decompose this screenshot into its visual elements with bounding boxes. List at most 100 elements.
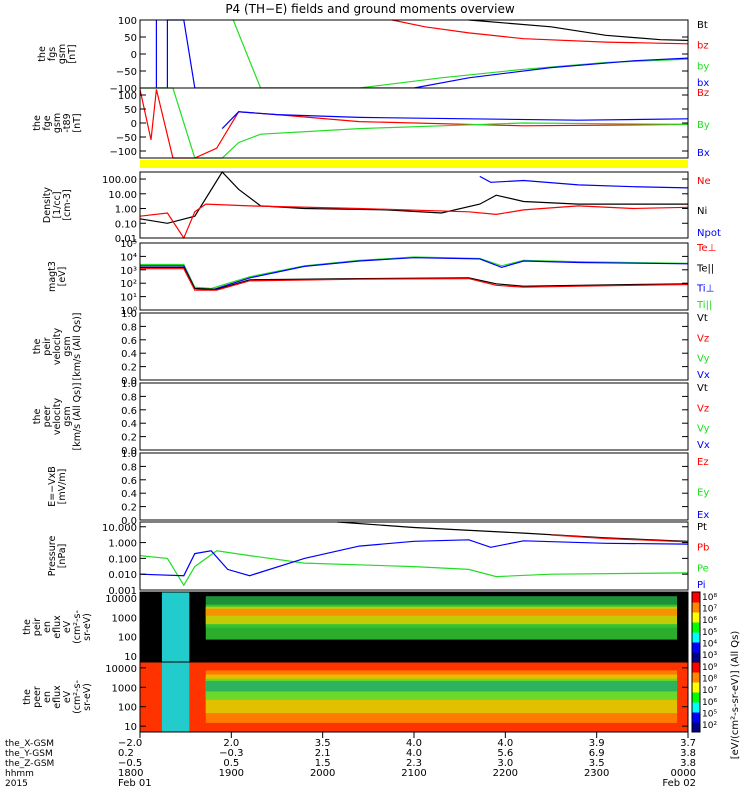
legend-entry: Vt [697,383,708,394]
y-tick-label: 0.6 [121,406,137,417]
colorbar-segment [692,682,700,693]
y-axis-label-line: sr-eV) [82,683,93,711]
colorbar-tick-label: 10⁸ [702,675,717,685]
y-axis-label-line: gsm [62,406,73,426]
panel-frame [139,242,689,311]
colorbar-tick-label: 10⁵ [702,628,717,638]
colorbar-tick-label: 10⁹ [702,663,717,673]
panel-bfge: 100 50 0 −50 −100 the fge gsm -t89 [nT] Bz By Bx [32,87,710,159]
y-tick-label: 0.2 [121,503,137,514]
y-axis-label-line: sr-eV) [82,613,93,641]
y-axis-label-line: [nT] [72,113,83,132]
legend-entry: Pi [697,580,706,591]
legend-entry: Ex [697,510,709,521]
series-line-black [468,19,689,41]
plot-area [140,453,688,520]
x-axis-value: 1900 [219,768,244,779]
colorbar-tick-label: 10³ [702,651,717,661]
legend-entry: Vt [697,313,708,324]
heatmap-band [205,680,678,692]
colorbar-segment [692,702,700,713]
y-tick-label: 0.0 [121,516,137,527]
x-axis-value: 2.0 [223,738,239,749]
x-axis-value: 4.0 [406,748,422,759]
y-axis-label-line: gsm [57,44,68,64]
y-tick-label: 0.4 [121,489,137,500]
legend-entry: Ez [697,457,709,468]
y-axis-label-line: eV [62,620,73,633]
y-axis-label-line: the [32,409,43,425]
x-axis-value: Feb 02 [662,778,696,789]
y-tick-label: 1.0 [121,449,137,460]
colorbar-tick-label: 10⁷ [702,686,717,696]
figure-title: P4 (TH−E) fields and ground moments over… [225,2,515,16]
series-line-red [391,19,689,45]
y-tick-label: 10⁰ [120,306,137,317]
x-axis-row-label: 2015 [5,779,28,789]
legend-entry: Ti|| [696,300,712,311]
legend-entry: Ne [697,176,711,187]
series-line-red [139,89,689,159]
series-line-blue [221,111,689,130]
colorbar-segment [692,672,700,683]
y-axis-label-line: fge [42,115,53,130]
legend-entry: Vz [697,333,709,344]
panel-frame [139,382,689,451]
y-axis-label-line: E=−VxB [47,466,58,507]
x-axis-value: 2300 [584,768,609,779]
x-axis-value: 4.0 [406,738,422,749]
heatmap-gap [161,662,190,732]
y-tick-label: 10 [124,722,137,733]
panel-efield: 1.0 0.8 0.6 0.4 0.2 0.0 E=−VxB [mV/m] Ez Ey Ex [47,449,709,527]
y-axis-label-line: eflux [52,685,63,709]
colorbar-tick-label: 10² [702,721,717,731]
x-axis-value: −0.3 [219,748,243,759]
series-line-black [140,266,689,290]
colorbar-segment [692,632,700,643]
panel-peir_vel: 1.0 0.8 0.6 0.4 0.2 0.0 the peir velocity gsm [km/… [32,309,710,387]
x-axis-value: 3.9 [589,738,605,749]
y-tick-label: 0.8 [121,462,137,473]
x-axis-value: 1.5 [315,758,331,769]
panel-bfgs: 100 50 0 −50 −100 the fgs gsm [nT] Bt bz by bx [37,16,709,95]
colorbar-tick-label: 10⁷ [702,605,717,615]
x-axis-table: the_X-GSMthe_Y-GSMthe_Z-GSMhhmm2015−2.00… [5,732,696,789]
legend-entry: Bt [697,20,708,31]
y-tick-label: 1.0 [121,379,137,390]
legend-entry: Te|| [696,263,714,274]
x-axis-value: 2200 [493,768,518,779]
legend-entry: Pt [697,522,707,533]
legend-entry: Vx [697,370,710,381]
y-axis-label-line: gsm [52,113,63,133]
y-axis-label-line: [km/s (All Qs)] [72,383,83,451]
y-axis-label-line: [mV/m] [57,469,68,505]
heatmap-band [205,608,678,616]
y-tick-label: −50 [116,67,137,78]
legend-entry: Bx [697,148,710,159]
panel-pressure: 10.000 1.000 0.100 0.010 0.001 Pressure [nPa] P… [47,521,709,597]
series-line-green [139,550,689,587]
panel-peer_vel: 1.0 0.8 0.6 0.4 0.2 0.0 the peer velocity gsm [km/… [32,379,710,457]
y-tick-label: 10.00 [108,190,137,201]
y-axis-label-line: the [32,339,43,355]
x-axis-value: −0.5 [118,758,142,769]
y-axis-label-line: velocity [52,398,63,436]
legend-entry: Vy [697,354,710,365]
panel-frame [139,312,689,381]
panel-frame [139,171,689,239]
y-tick-label: 0.2 [121,363,137,374]
x-axis-value: 3.5 [315,738,331,749]
y-axis-label-line: magt3 [47,261,58,292]
x-axis-row-label: hhmm [5,769,34,779]
legend-entry: Ti⊥ [696,284,714,295]
y-axis-label-line: peer [32,686,43,708]
legend-entry: Ey [697,488,709,499]
x-axis-value: Feb 01 [118,778,152,789]
heatmap-gap [161,592,190,662]
x-axis-value: 0000 [671,768,696,779]
x-axis-row-label: the_Y-GSM [5,749,53,759]
